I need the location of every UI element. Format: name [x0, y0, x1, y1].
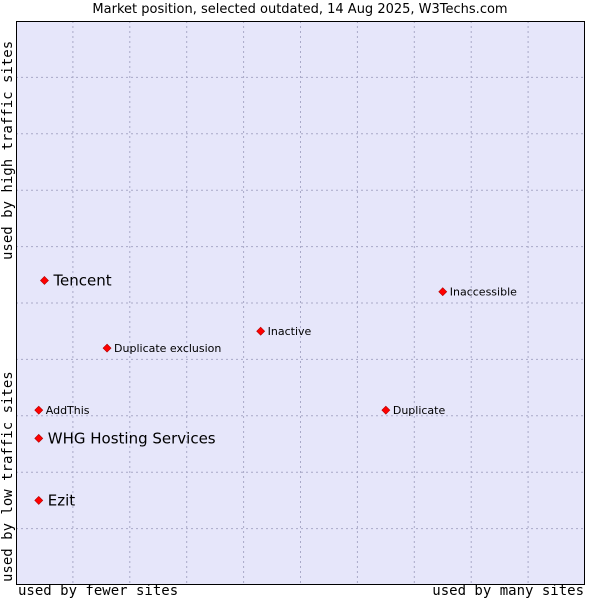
data-point-marker	[34, 405, 44, 415]
chart-title: Market position, selected outdated, 14 A…	[92, 2, 508, 17]
data-point-marker	[34, 495, 44, 505]
data-point-label: WHG Hosting Services	[48, 429, 216, 447]
data-point-marker	[438, 287, 448, 297]
data-point-label: Tencent	[52, 271, 111, 289]
data-point-label: Ezit	[48, 491, 76, 509]
data-point-marker	[256, 326, 266, 336]
plot-frame	[16, 21, 585, 585]
data-point-marker	[34, 433, 44, 443]
data-point-marker	[381, 405, 391, 415]
data-point-label: Duplicate	[393, 404, 446, 417]
data-point-label: AddThis	[46, 404, 90, 417]
data-point-label: Inaccessible	[450, 286, 517, 299]
data-point-marker	[40, 276, 49, 285]
x-axis-label-high: used by many sites	[432, 583, 584, 599]
data-point-label: Inactive	[268, 325, 312, 338]
y-axis-label-low: used by low traffic sites	[0, 371, 16, 582]
data-point-label: Duplicate exclusion	[114, 342, 221, 355]
x-axis-label-low: used by fewer sites	[18, 583, 179, 599]
data-point-marker	[102, 343, 112, 353]
y-axis-label-high: used by high traffic sites	[0, 40, 16, 260]
